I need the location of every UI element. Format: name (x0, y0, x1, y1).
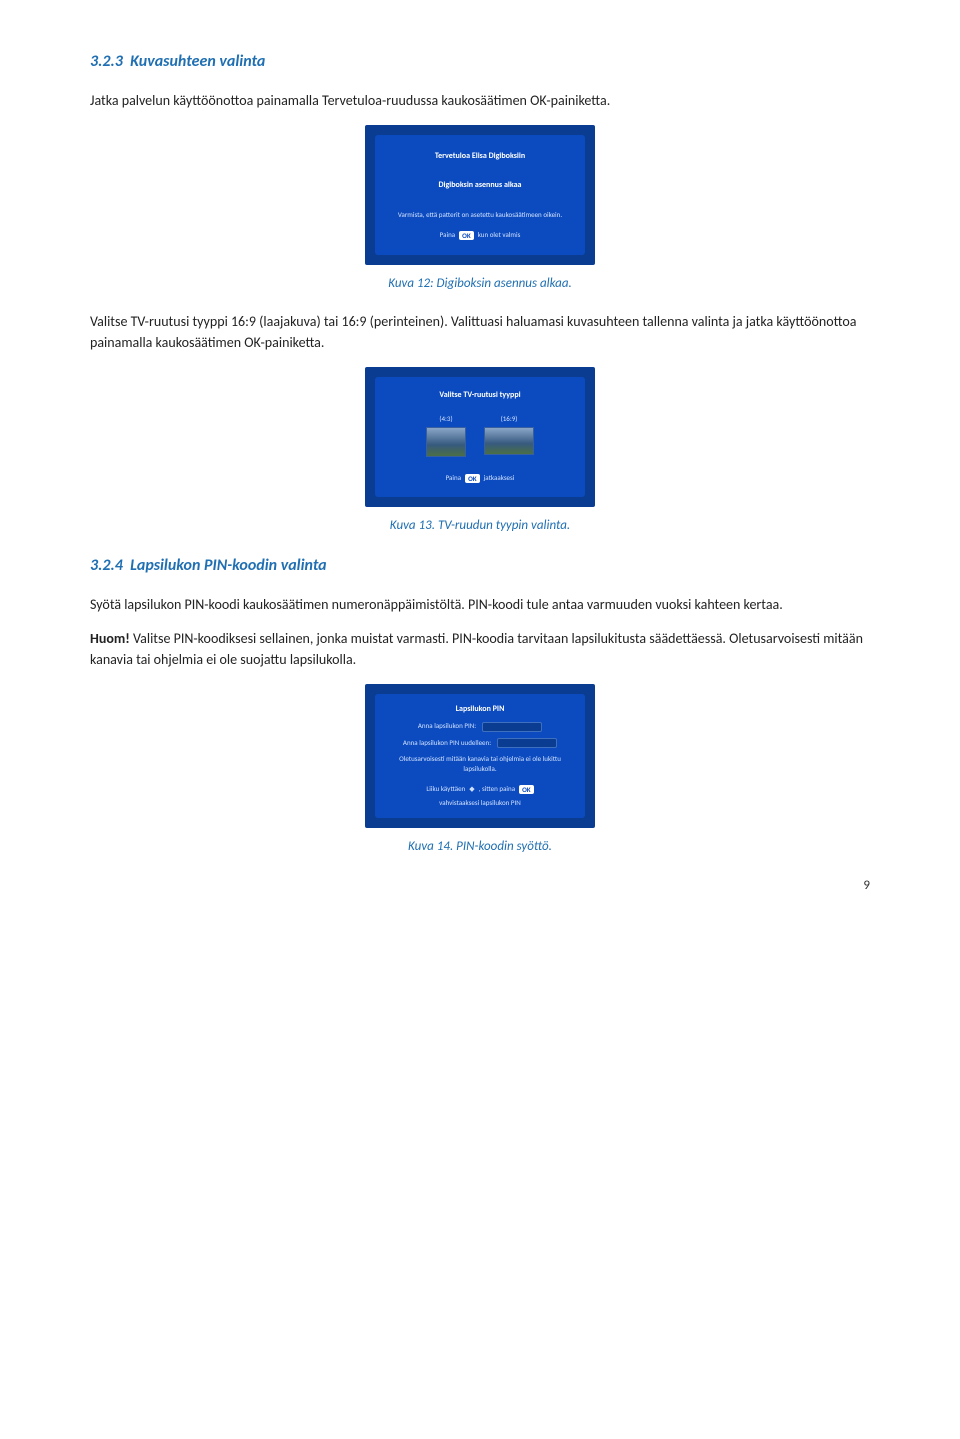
dlg2-ok-row: Paina OK jatkaaksesi (446, 473, 515, 483)
ok-button-icon: OK (519, 785, 534, 794)
section-heading-324: 3.2.4 Lapsilukon PIN-koodin valinta (90, 554, 870, 577)
aspect-169-label: (16:9) (501, 414, 518, 424)
dlg1-ok-row: Paina OK kun olet valmis (440, 230, 521, 240)
huom-label: Huom! (90, 630, 130, 647)
dlg3-foot: Liiku käyttäen ◆ , sitten paina OK vahvi… (390, 784, 570, 808)
dlg1-ok-pre: Paina (440, 230, 455, 240)
arrow-icon: ◆ (469, 784, 474, 794)
section1-intro: Jatka palvelun käyttöönottoa painamalla … (90, 91, 870, 111)
dlg3-foot-post: vahvistaaksesi lapsilukon PIN (439, 798, 521, 808)
aspect-43-label: (4:3) (439, 414, 452, 424)
dlg3-foot-pre: Liiku käyttäen (426, 784, 465, 794)
dlg2-title: Valitse TV-ruutusi tyyppi (439, 390, 520, 402)
huom-text: Valitse PIN-koodiksesi sellainen, jonka … (90, 630, 863, 667)
dlg1-note: Varmista, että patterit on asetettu kauk… (398, 210, 562, 220)
dlg1-ok-post: kun olet valmis (478, 230, 521, 240)
aspect-169-col: (16:9) (484, 414, 534, 457)
section-number: 3.2.3 (90, 52, 123, 71)
welcome-dialog: Tervetuloa Elisa Digiboksiin Digiboksin … (375, 135, 585, 255)
aspect-43-thumb (426, 427, 466, 457)
section-number: 3.2.4 (90, 556, 123, 575)
section2-huom: Huom! Valitse PIN-koodiksesi sellainen, … (90, 629, 870, 670)
aspect-dialog: Valitse TV-ruutusi tyyppi (4:3) (16:9) P… (375, 377, 585, 497)
dlg2-ok-post: jatkaaksesi (484, 473, 515, 483)
figure-14: Lapsilukon PIN Anna lapsilukon PIN: Anna… (90, 684, 870, 857)
ok-button-icon: OK (465, 474, 480, 483)
section2-para1: Syötä lapsilukon PIN-koodi kaukosäätimen… (90, 595, 870, 615)
page-number: 9 (90, 877, 870, 896)
figure-13-caption: Kuva 13. TV-ruudun tyypin valinta. (90, 517, 870, 536)
figure-13: Valitse TV-ruutusi tyyppi (4:3) (16:9) P… (90, 367, 870, 536)
pin-row-2: Anna lapsilukon PIN uudelleen: (403, 738, 557, 748)
aspect-43-col: (4:3) (426, 414, 466, 457)
pin-field-2 (497, 738, 557, 748)
section1-para2: Valitse TV-ruutusi tyyppi 16:9 (laajakuv… (90, 312, 870, 353)
section-heading-323: 3.2.3 Kuvasuhteen valinta (90, 50, 870, 73)
section-title: Lapsilukon PIN-koodin valinta (130, 556, 327, 575)
figure-14-caption: Kuva 14. PIN-koodin syöttö. (90, 838, 870, 857)
screenshot-welcome: Tervetuloa Elisa Digiboksiin Digiboksin … (365, 125, 595, 265)
dlg3-title: Lapsilukon PIN (456, 704, 505, 716)
pin-field-1 (482, 722, 542, 732)
dlg3-foot-mid: , sitten paina (479, 784, 515, 794)
screenshot-aspect: Valitse TV-ruutusi tyyppi (4:3) (16:9) P… (365, 367, 595, 507)
dlg1-sub: Digiboksin asennus alkaa (439, 180, 522, 192)
pin-row2-label: Anna lapsilukon PIN uudelleen: (403, 738, 491, 748)
figure-12-caption: Kuva 12: Digiboksin asennus alkaa. (90, 275, 870, 294)
dlg3-note: Oletusarvoisesti mitään kanavia tai ohje… (395, 754, 565, 774)
ok-button-icon: OK (459, 231, 474, 240)
aspect-thumb-row: (4:3) (16:9) (426, 414, 534, 457)
pin-dialog: Lapsilukon PIN Anna lapsilukon PIN: Anna… (375, 694, 585, 818)
figure-12: Tervetuloa Elisa Digiboksiin Digiboksin … (90, 125, 870, 294)
aspect-169-thumb (484, 427, 534, 455)
pin-row1-label: Anna lapsilukon PIN: (418, 721, 476, 731)
screenshot-pin: Lapsilukon PIN Anna lapsilukon PIN: Anna… (365, 684, 595, 828)
dlg1-title: Tervetuloa Elisa Digiboksiin (435, 151, 525, 163)
dlg2-ok-pre: Paina (446, 473, 461, 483)
section-title: Kuvasuhteen valinta (130, 52, 265, 71)
pin-row-1: Anna lapsilukon PIN: (418, 721, 542, 731)
